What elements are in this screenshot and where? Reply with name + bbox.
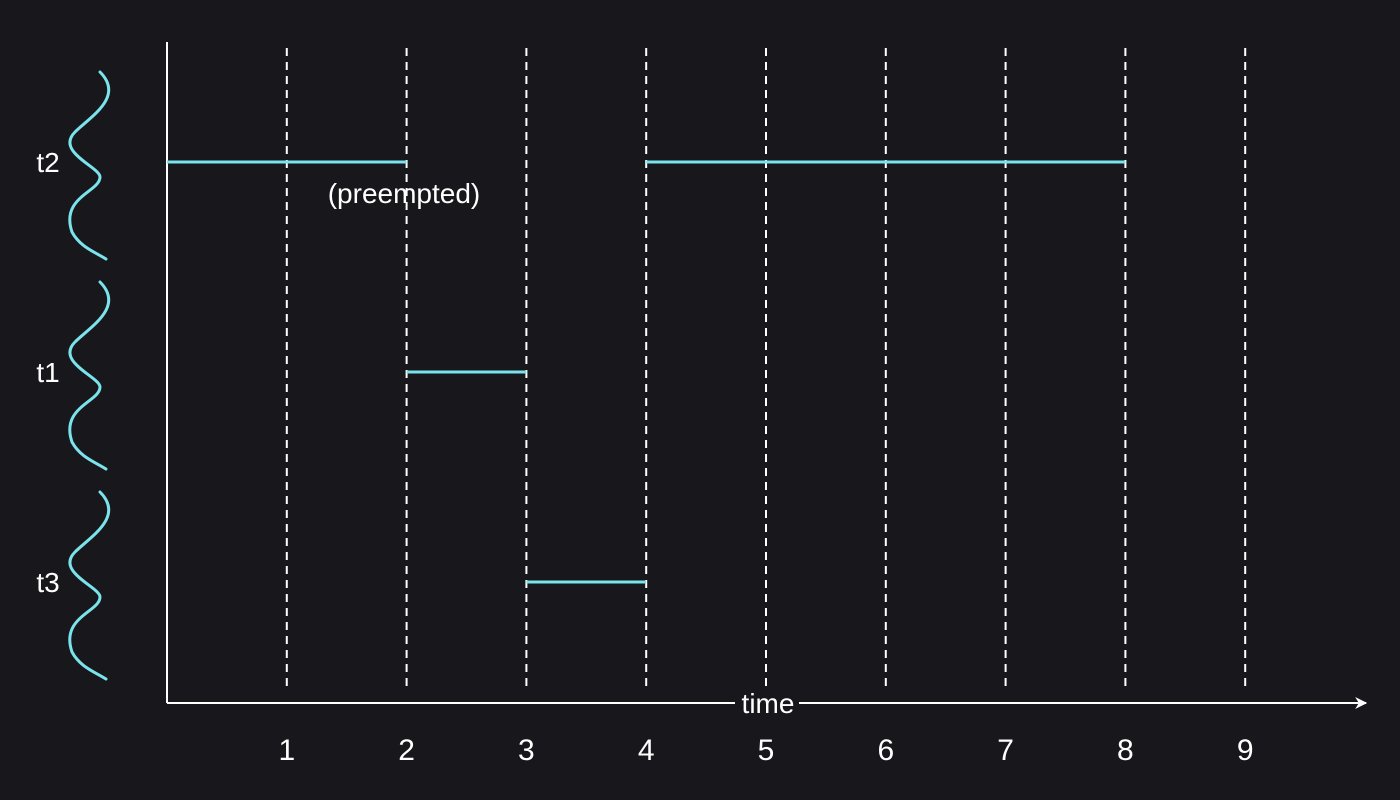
tick-label: 7	[997, 734, 1014, 767]
thread-wave-icon	[68, 70, 110, 261]
time-gridlines	[285, 48, 1247, 690]
thread-label: t1	[36, 357, 59, 388]
tick-label: 2	[398, 734, 415, 767]
axis-label-background	[735, 688, 799, 720]
tick-labels: 1 2 3 4 5 6 7 8 9	[278, 734, 1253, 767]
thread-row-t3: t3	[36, 490, 647, 681]
tick-label: 4	[638, 734, 655, 767]
thread-wave-icon	[68, 490, 110, 681]
preempted-note: (preempted)	[328, 178, 481, 209]
thread-rows: t2 (preempted) t1 t3	[36, 70, 1126, 681]
tick-label: 6	[877, 734, 894, 767]
tick-label: 5	[758, 734, 775, 767]
tick-label: 3	[518, 734, 535, 767]
tick-label: 8	[1117, 734, 1134, 767]
tick-label: 1	[278, 734, 295, 767]
thread-row-t1: t1	[36, 280, 527, 471]
axis-label-time: time	[742, 688, 795, 719]
tick-label: 9	[1237, 734, 1254, 767]
thread-row-t2: t2 (preempted)	[36, 70, 1126, 261]
thread-label: t3	[36, 567, 59, 598]
thread-wave-icon	[68, 280, 110, 471]
thread-label: t2	[36, 147, 59, 178]
